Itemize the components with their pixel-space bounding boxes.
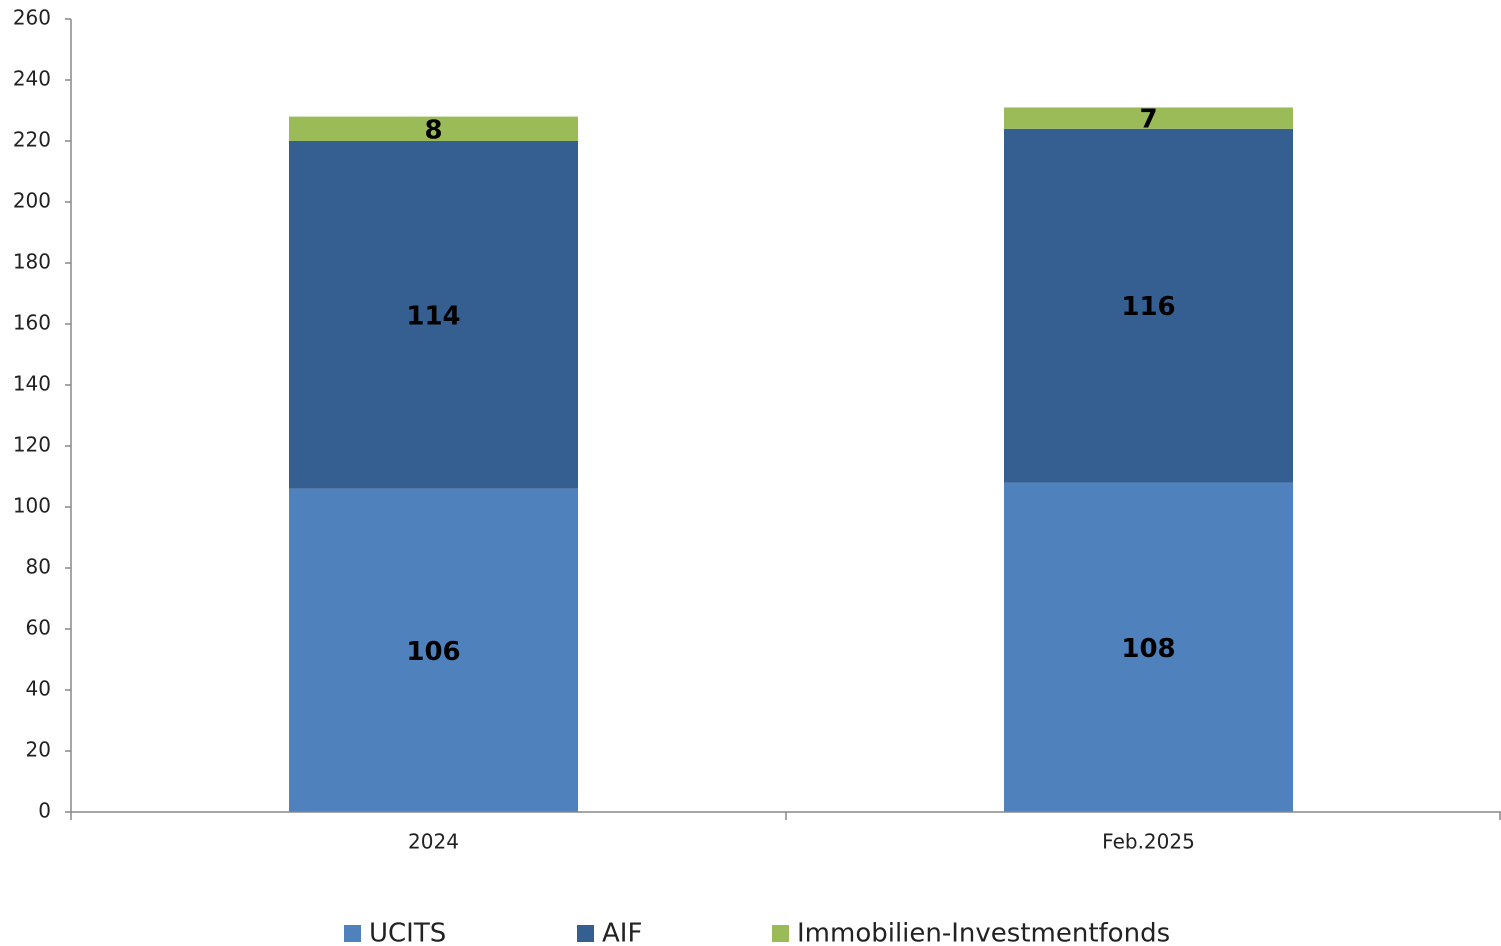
y-tick-label: 160	[13, 311, 51, 335]
bar-segment	[1004, 482, 1293, 812]
y-tick-label: 220	[13, 128, 51, 152]
y-tick-label: 260	[13, 6, 51, 30]
legend-label: AIF	[602, 919, 642, 946]
data-label: 7	[1139, 105, 1157, 135]
legend-swatch	[772, 925, 789, 942]
x-tick-label: Feb.2025	[1102, 830, 1195, 854]
data-label: 8	[424, 115, 442, 145]
y-tick-label: 140	[13, 372, 51, 396]
bar-segment	[289, 141, 578, 489]
y-tick-label: 200	[13, 189, 51, 213]
data-label: 108	[1121, 634, 1175, 664]
y-tick-label: 60	[26, 616, 51, 640]
bar-segment	[1004, 107, 1293, 129]
bar-segment	[289, 116, 578, 141]
y-tick-label: 240	[13, 67, 51, 91]
y-tick-label: 80	[26, 555, 51, 579]
y-tick-label: 20	[26, 738, 51, 762]
legend-swatch	[344, 925, 361, 942]
y-tick-label: 180	[13, 250, 51, 274]
legend-label: UCITS	[369, 919, 446, 946]
y-tick-label: 0	[38, 799, 51, 823]
bar-segment	[1004, 128, 1293, 483]
y-tick-label: 100	[13, 494, 51, 518]
data-label: 116	[1121, 292, 1175, 322]
data-label: 114	[406, 301, 460, 331]
legend-swatch	[577, 925, 594, 942]
bar-segment	[289, 488, 578, 812]
y-tick-label: 120	[13, 433, 51, 457]
data-label: 106	[406, 637, 460, 667]
y-tick-label: 40	[26, 677, 51, 701]
x-tick-label: 2024	[408, 830, 459, 854]
legend-label: Immobilien-Investmentfonds	[797, 919, 1170, 946]
